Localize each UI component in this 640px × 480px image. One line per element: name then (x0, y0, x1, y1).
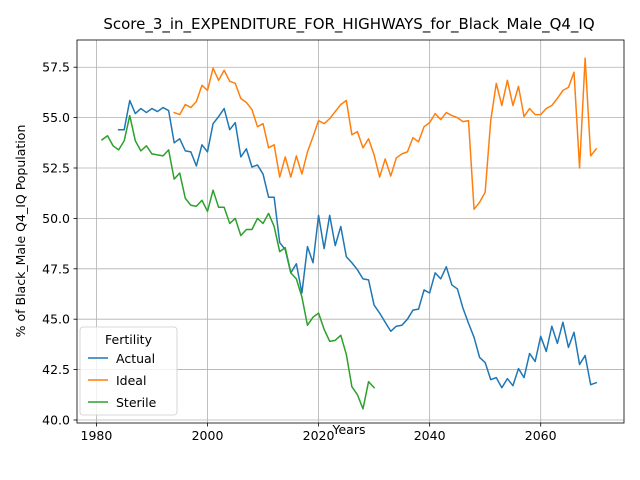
series-line-actual (117, 99, 598, 389)
x-tick-label: 2020 (303, 428, 335, 443)
plot-frame (76, 39, 625, 424)
legend-label-ideal: Ideal (116, 373, 146, 388)
series-lines (100, 57, 598, 410)
y-tick-label: 47.5 (42, 261, 70, 276)
y-tick-label: 45.0 (42, 312, 70, 327)
series-line-sterile (100, 114, 376, 410)
legend-box (79, 326, 178, 416)
y-tick-label: 55.0 (42, 110, 70, 125)
y-tick-label: 42.5 (42, 362, 70, 377)
x-tick-label: 2040 (414, 428, 446, 443)
x-tick-label: 2000 (192, 428, 224, 443)
chart-title: Score_3_in_EXPENDITURE_FOR_HIGHWAYS_for_… (103, 15, 594, 34)
legend: Fertility Actual Ideal Sterile (79, 326, 178, 416)
y-tick-label: 52.5 (42, 161, 70, 176)
y-axis-label: % of Black_Male Q4_IQ Population (13, 125, 28, 338)
y-tick-label: 50.0 (42, 211, 70, 226)
x-axis-ticks: 1980 2000 2020 2040 2060 (81, 423, 557, 443)
grid-lines (77, 40, 624, 423)
legend-label-sterile: Sterile (116, 395, 157, 410)
legend-title: Fertility (105, 332, 153, 347)
x-tick-label: 2060 (525, 428, 557, 443)
x-axis-label: Years (332, 422, 366, 437)
y-axis-ticks: 40.0 42.5 45.0 47.5 50.0 52.5 55.0 57.5 (42, 60, 77, 427)
x-tick-label: 1980 (81, 428, 113, 443)
legend-label-actual: Actual (116, 351, 155, 366)
y-tick-label: 40.0 (42, 412, 70, 427)
y-tick-label: 57.5 (42, 60, 70, 75)
series-line-ideal (173, 57, 598, 211)
